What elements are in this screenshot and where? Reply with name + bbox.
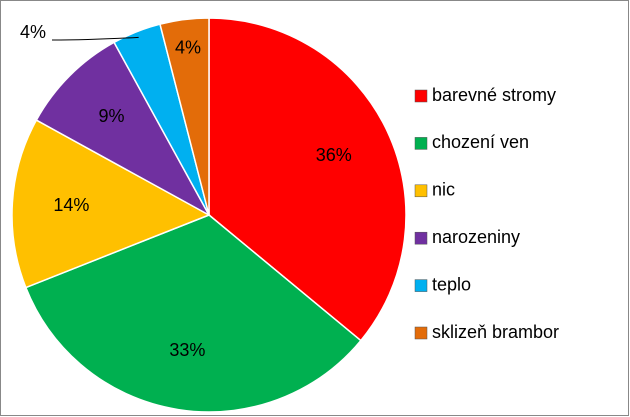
pie-slice [35,41,211,217]
legend-swatch [414,89,428,103]
data-label: 4% [20,22,46,42]
pie-slice [159,17,210,216]
data-label: 4% [175,38,201,58]
legend-swatch [414,231,428,245]
pie-slice [11,119,211,289]
legend-label: sklizeň brambor [432,322,559,342]
legend-label: barevné stromy [432,85,556,105]
data-label: 33% [169,340,205,360]
legend-label: teplo [432,274,471,294]
legend-label: narozeniny [432,227,520,247]
pie-slice [24,214,362,413]
pie-slice [208,17,407,342]
data-label: 14% [53,195,89,215]
legend-swatch [414,279,428,292]
leader-line [51,36,139,41]
data-label: 36% [316,145,352,165]
legend-swatch [414,137,428,150]
data-label: 9% [98,106,124,126]
legend-swatch [414,184,428,198]
legend-label: chození ven [432,132,529,152]
legend-swatch [414,326,428,340]
legend-label: nic [432,180,455,200]
